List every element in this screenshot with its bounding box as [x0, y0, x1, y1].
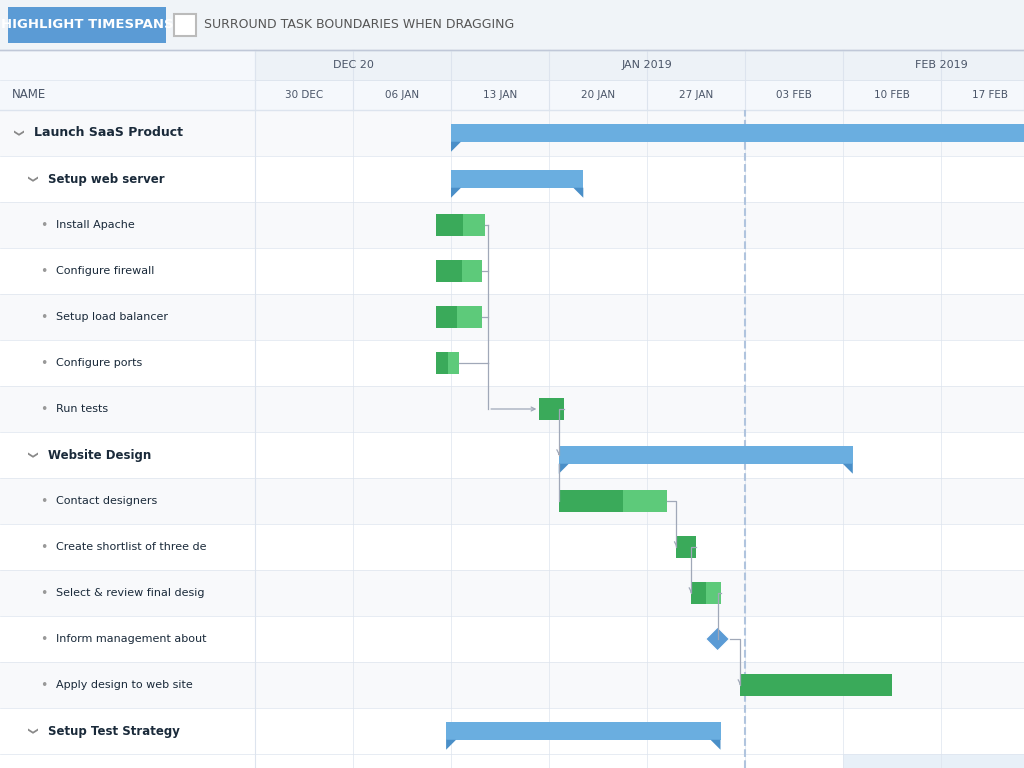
Bar: [451, 124, 1024, 142]
Bar: [436, 214, 485, 236]
Bar: [843, 50, 1024, 80]
Bar: [451, 170, 584, 187]
Bar: [0, 386, 1024, 432]
FancyBboxPatch shape: [8, 7, 166, 43]
Bar: [740, 674, 892, 696]
Text: Launch SaaS Product: Launch SaaS Product: [34, 127, 183, 140]
Text: Run tests: Run tests: [56, 404, 109, 414]
Polygon shape: [451, 187, 461, 197]
Bar: [446, 722, 721, 740]
Bar: [0, 570, 1024, 616]
Text: 27 JAN: 27 JAN: [679, 90, 713, 100]
Text: NAME: NAME: [12, 88, 46, 101]
Text: •: •: [40, 264, 47, 277]
Text: 13 JAN: 13 JAN: [483, 90, 517, 100]
Text: 03 FEB: 03 FEB: [776, 90, 812, 100]
Text: ❯: ❯: [12, 129, 22, 137]
Bar: [0, 294, 1024, 340]
Bar: [436, 260, 482, 282]
Bar: [691, 582, 706, 604]
Bar: [0, 156, 1024, 202]
Bar: [436, 353, 447, 373]
Text: •: •: [40, 356, 47, 369]
Text: 20 JAN: 20 JAN: [581, 90, 615, 100]
Bar: [0, 50, 255, 110]
Bar: [436, 306, 457, 328]
Bar: [0, 110, 1024, 156]
Text: Inform management about: Inform management about: [56, 634, 207, 644]
Text: Contact designers: Contact designers: [56, 496, 158, 506]
Bar: [691, 582, 721, 604]
Text: 30 DEC: 30 DEC: [285, 90, 324, 100]
Bar: [0, 340, 1024, 386]
Text: Setup Test Strategy: Setup Test Strategy: [48, 724, 180, 737]
Bar: [436, 353, 459, 373]
Text: 06 JAN: 06 JAN: [385, 90, 419, 100]
Bar: [255, 80, 1024, 110]
Text: Apply design to web site: Apply design to web site: [56, 680, 193, 690]
Text: HIGHLIGHT TIMESPANS: HIGHLIGHT TIMESPANS: [1, 18, 173, 31]
Bar: [740, 674, 892, 696]
Text: 10 FEB: 10 FEB: [874, 90, 910, 100]
Text: JAN 2019: JAN 2019: [622, 60, 673, 70]
Text: ❯: ❯: [26, 727, 36, 735]
Text: 17 FEB: 17 FEB: [972, 90, 1008, 100]
Text: •: •: [40, 219, 47, 231]
Text: SURROUND TASK BOUNDARIES WHEN DRAGGING: SURROUND TASK BOUNDARIES WHEN DRAGGING: [204, 18, 514, 31]
Text: •: •: [40, 678, 47, 691]
Bar: [0, 708, 1024, 754]
Bar: [451, 50, 843, 80]
Bar: [0, 0, 1024, 50]
Text: Configure ports: Configure ports: [56, 358, 142, 368]
Text: Setup web server: Setup web server: [48, 173, 165, 186]
Text: DEC 20: DEC 20: [333, 60, 374, 70]
Polygon shape: [559, 464, 568, 474]
Text: •: •: [40, 587, 47, 600]
Bar: [0, 248, 1024, 294]
Text: •: •: [40, 310, 47, 323]
Polygon shape: [573, 187, 584, 197]
Bar: [677, 536, 696, 558]
Bar: [540, 399, 563, 419]
Text: •: •: [40, 633, 47, 645]
Text: Create shortlist of three de: Create shortlist of three de: [56, 542, 207, 552]
Bar: [436, 214, 463, 236]
Text: ❯: ❯: [26, 175, 36, 183]
Polygon shape: [711, 740, 721, 750]
Bar: [540, 399, 563, 419]
Bar: [255, 50, 1024, 80]
Text: Setup load balancer: Setup load balancer: [56, 312, 168, 322]
Text: Website Design: Website Design: [48, 449, 152, 462]
Text: •: •: [40, 541, 47, 554]
Bar: [174, 14, 196, 36]
Polygon shape: [451, 142, 461, 152]
Text: Select & review final desig: Select & review final desig: [56, 588, 205, 598]
Bar: [0, 432, 1024, 478]
Text: •: •: [40, 402, 47, 415]
Bar: [843, 50, 1024, 768]
Text: Configure firewall: Configure firewall: [56, 266, 155, 276]
Bar: [436, 306, 482, 328]
Bar: [559, 491, 624, 511]
Bar: [255, 50, 451, 80]
Bar: [0, 662, 1024, 708]
Polygon shape: [843, 464, 853, 474]
Bar: [559, 446, 853, 464]
Text: ❯: ❯: [26, 451, 36, 459]
Bar: [436, 260, 462, 282]
Text: •: •: [40, 495, 47, 508]
Bar: [0, 202, 1024, 248]
Polygon shape: [706, 627, 729, 651]
Polygon shape: [446, 740, 456, 750]
Bar: [0, 524, 1024, 570]
Text: FEB 2019: FEB 2019: [914, 60, 968, 70]
Bar: [677, 536, 696, 558]
Bar: [0, 616, 1024, 662]
Bar: [559, 491, 667, 511]
Bar: [0, 478, 1024, 524]
Text: Install Apache: Install Apache: [56, 220, 135, 230]
